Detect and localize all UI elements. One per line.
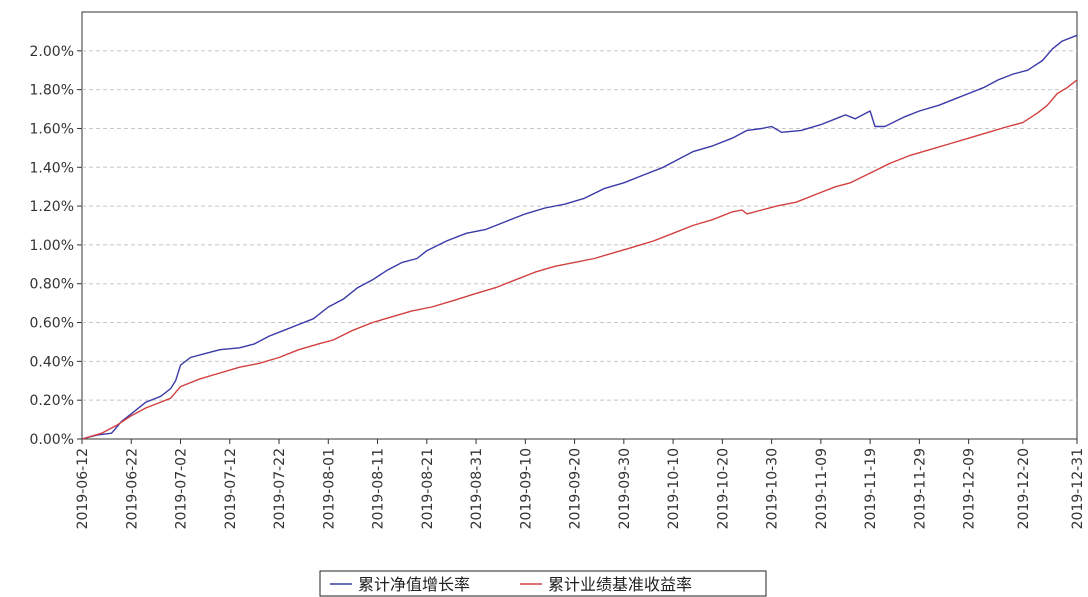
- series-layer: [81, 34, 1078, 440]
- x-tick-label: 2019-09-20: [568, 448, 584, 529]
- legend: 累计净值增长率 累计业绩基准收益率: [319, 570, 767, 597]
- x-tick-label: 2019-08-21: [420, 448, 436, 529]
- y-tick-label: 1.20%: [30, 199, 74, 215]
- y-tick-label: 0.00%: [30, 432, 74, 448]
- series-line-nav-growth: [81, 34, 1078, 440]
- x-tick-label: 2019-09-10: [518, 448, 534, 529]
- y-axis: 0.00% 0.20% 0.40% 0.60% 0.80% 1.00% 1.20% 1.40%…: [30, 44, 82, 448]
- x-tick-label: 2019-11-09: [814, 448, 830, 529]
- x-tick-label: 2019-08-01: [321, 448, 337, 529]
- plot-frame: [81, 11, 1078, 440]
- y-tick-label: 0.20%: [30, 393, 74, 409]
- y-tick-label: 2.00%: [30, 44, 74, 60]
- x-tick-label: 2019-08-31: [469, 448, 485, 529]
- x-tick-label: 2019-12-31: [1070, 448, 1086, 529]
- y-tick-label: 1.60%: [30, 121, 74, 137]
- x-tick-label: 2019-07-12: [223, 448, 239, 529]
- x-tick-label: 2019-07-02: [174, 448, 190, 529]
- x-tick-label: 2019-08-11: [371, 448, 387, 529]
- y-tick-label: 1.40%: [30, 160, 74, 176]
- y-tick-label: 0.40%: [30, 354, 74, 370]
- x-tick-label: 2019-10-30: [765, 448, 781, 529]
- y-tick-label: 1.00%: [30, 238, 74, 254]
- legend-label-nav: 累计净值增长率: [358, 575, 470, 594]
- x-tick-label: 2019-06-22: [124, 448, 140, 529]
- x-tick-label: 2019-10-20: [715, 448, 731, 529]
- y-tick-label: 0.60%: [30, 316, 74, 332]
- legend-label-benchmark: 累计业绩基准收益率: [548, 575, 692, 594]
- x-tick-label: 2019-10-10: [666, 448, 682, 529]
- grid-lines: [82, 50, 1077, 401]
- x-tick-label: 2019-06-12: [75, 448, 91, 529]
- x-tick-label: 2019-12-20: [1016, 448, 1032, 529]
- x-tick-label: 2019-09-30: [617, 448, 633, 529]
- x-tick-label: 2019-11-19: [863, 448, 879, 529]
- x-axis: 2019-06-12 2019-06-22 2019-07-02 2019-07-12…: [75, 439, 1086, 529]
- x-tick-label: 2019-07-22: [272, 448, 288, 529]
- y-tick-label: 0.80%: [30, 277, 74, 293]
- y-tick-label: 1.80%: [30, 83, 74, 99]
- x-tick-label: 2019-12-09: [962, 448, 978, 529]
- x-tick-label: 2019-11-29: [912, 448, 928, 529]
- series-line-benchmark-return: [81, 79, 1078, 440]
- legend-box: [319, 570, 767, 597]
